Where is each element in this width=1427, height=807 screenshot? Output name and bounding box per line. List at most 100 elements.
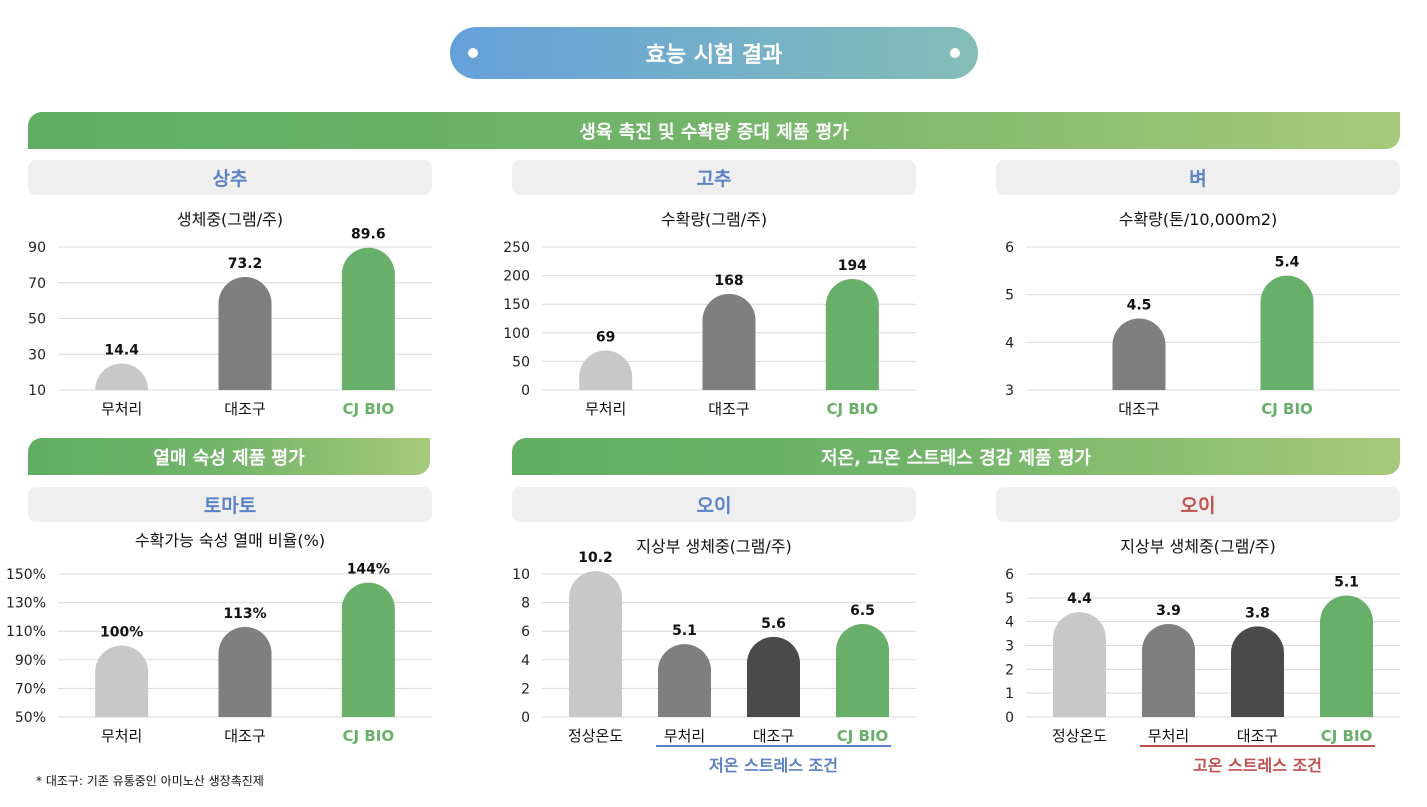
y-tick-label: 4	[1005, 335, 1014, 351]
y-tick-label: 1	[1005, 686, 1014, 702]
bar	[341, 582, 395, 717]
chart-title: 생체중(그램/주)	[176, 210, 284, 229]
data-label: 5.6	[761, 616, 786, 632]
y-tick-label: 250	[503, 240, 530, 256]
y-tick-label: 0	[521, 710, 530, 726]
y-tick-label: 5	[1005, 591, 1014, 607]
crop-header: 상추	[28, 160, 432, 195]
x-tick-label: CJ BIO	[827, 400, 879, 418]
y-tick-label: 150	[503, 297, 530, 313]
data-label: 5.1	[672, 623, 697, 639]
y-tick-label: 50%	[15, 710, 46, 726]
bar	[747, 636, 800, 717]
y-tick-label: 70	[28, 276, 46, 292]
x-tick-label: 대조구	[224, 400, 265, 418]
x-tick-label: 대조구	[753, 727, 794, 745]
group-label: 저온 스트레스 조건	[709, 756, 838, 775]
bar	[341, 247, 395, 390]
bar	[95, 645, 149, 717]
y-tick-label: 100	[503, 326, 530, 342]
data-label: 100%	[100, 625, 143, 641]
bar-chart: 0 1 2 3 4 5 6 4.4 정상온도 3.9 무처리 3.8 대조구 5.1 CJ BIO 고온 스트…	[1005, 567, 1400, 775]
x-tick-label: 무처리	[1148, 727, 1189, 745]
data-label: 144%	[347, 562, 390, 578]
data-label: 5.1	[1334, 574, 1359, 590]
group-label: 고온 스트레스 조건	[1193, 756, 1322, 775]
data-label: 69	[596, 330, 615, 346]
y-tick-label: 3	[1005, 639, 1014, 655]
data-label: 3.9	[1156, 603, 1181, 619]
bar	[218, 277, 272, 390]
x-tick-label: 무처리	[585, 400, 626, 418]
bar-chart: 0 50 100 150 200 250 69 무처리 168 대조구 194 CJ BIO	[503, 240, 916, 418]
bar	[579, 350, 633, 390]
y-tick-label: 90%	[15, 653, 46, 669]
chart-title: 지상부 생체중(그램/주)	[636, 537, 792, 556]
data-label: 3.8	[1245, 605, 1270, 621]
x-tick-label: CJ BIO	[343, 400, 395, 418]
data-label: 14.4	[104, 343, 139, 359]
y-tick-label: 50	[28, 312, 46, 328]
x-tick-label: 무처리	[101, 727, 142, 745]
y-tick-label: 30	[28, 347, 46, 363]
crop-header: 토마토	[28, 487, 432, 522]
bar	[569, 571, 622, 717]
y-tick-label: 90	[28, 240, 46, 256]
y-tick-label: 6	[1005, 240, 1014, 256]
bar	[1142, 624, 1195, 717]
section-banner-ripening: 열매 숙성 제품 평가	[28, 438, 430, 475]
x-tick-label: 대조구	[708, 400, 749, 418]
y-tick-label: 10	[512, 567, 530, 583]
bar	[1320, 595, 1373, 717]
data-label: 113%	[223, 606, 266, 622]
y-tick-label: 2	[1005, 662, 1014, 678]
x-tick-label: 무처리	[101, 400, 142, 418]
y-tick-label: 10	[28, 383, 46, 399]
x-tick-label: 정상온도	[1052, 727, 1107, 745]
crop-header: 오이	[512, 487, 916, 522]
data-label: 4.5	[1127, 298, 1152, 314]
chart-title: 수확가능 숙성 열매 비율(%)	[134, 531, 326, 550]
data-label: 10.2	[578, 550, 613, 566]
y-tick-label: 2	[521, 681, 530, 697]
y-tick-label: 150%	[6, 567, 46, 583]
footnote: * 대조구: 기존 유통중인 아미노산 생장촉진제	[36, 774, 264, 788]
page-title: 효능 시험 결과	[645, 43, 783, 68]
bar	[95, 363, 149, 390]
bar-chart: 50% 70% 90% 110% 130% 150% 100% 무처리 113% 대조구 144% C…	[6, 562, 432, 745]
crop-header: 고추	[512, 160, 916, 195]
x-tick-label: 대조구	[224, 727, 265, 745]
bar	[825, 279, 879, 390]
x-tick-label: 정상온도	[568, 727, 623, 745]
y-tick-label: 200	[503, 269, 530, 285]
y-tick-label: 110%	[6, 624, 46, 640]
data-label: 89.6	[351, 227, 386, 243]
y-tick-label: 4	[1005, 615, 1014, 631]
y-tick-label: 6	[521, 624, 530, 640]
section-banner-stress: 저온, 고온 스트레스 경감 제품 평가	[512, 438, 1400, 475]
chart-title: 수확량(톤/10,000m2)	[1118, 210, 1278, 229]
y-tick-label: 130%	[6, 596, 46, 612]
data-label: 194	[838, 258, 867, 274]
bar	[1260, 275, 1314, 390]
x-tick-label: 무처리	[664, 727, 705, 745]
data-label: 6.5	[850, 603, 875, 619]
bar-chart: 10 30 50 70 90 14.4 무처리 73.2 대조구 89.6 CJ BIO	[28, 227, 432, 418]
data-label: 73.2	[228, 256, 263, 272]
y-tick-label: 3	[1005, 383, 1014, 399]
bar	[1112, 318, 1166, 390]
dot-icon	[950, 48, 960, 58]
x-tick-label: 대조구	[1118, 400, 1159, 418]
crop-header: 오이	[996, 487, 1400, 522]
title-pill: 효능 시험 결과	[450, 27, 978, 79]
y-tick-label: 6	[1005, 567, 1014, 583]
data-label: 5.4	[1275, 255, 1300, 271]
x-tick-label: CJ BIO	[1321, 727, 1373, 745]
x-tick-label: CJ BIO	[343, 727, 395, 745]
bar-chart: 0 2 4 6 8 10 10.2 정상온도 5.1 무처리 5.6 대조구 6.5 CJ BIO 저온 스…	[512, 550, 916, 775]
y-tick-label: 70%	[15, 681, 46, 697]
section-banner-growth: 생육 촉진 및 수확량 증대 제품 평가	[28, 112, 1400, 149]
crop-header: 벼	[996, 160, 1400, 195]
chart-title: 수확량(그램/주)	[660, 210, 768, 229]
